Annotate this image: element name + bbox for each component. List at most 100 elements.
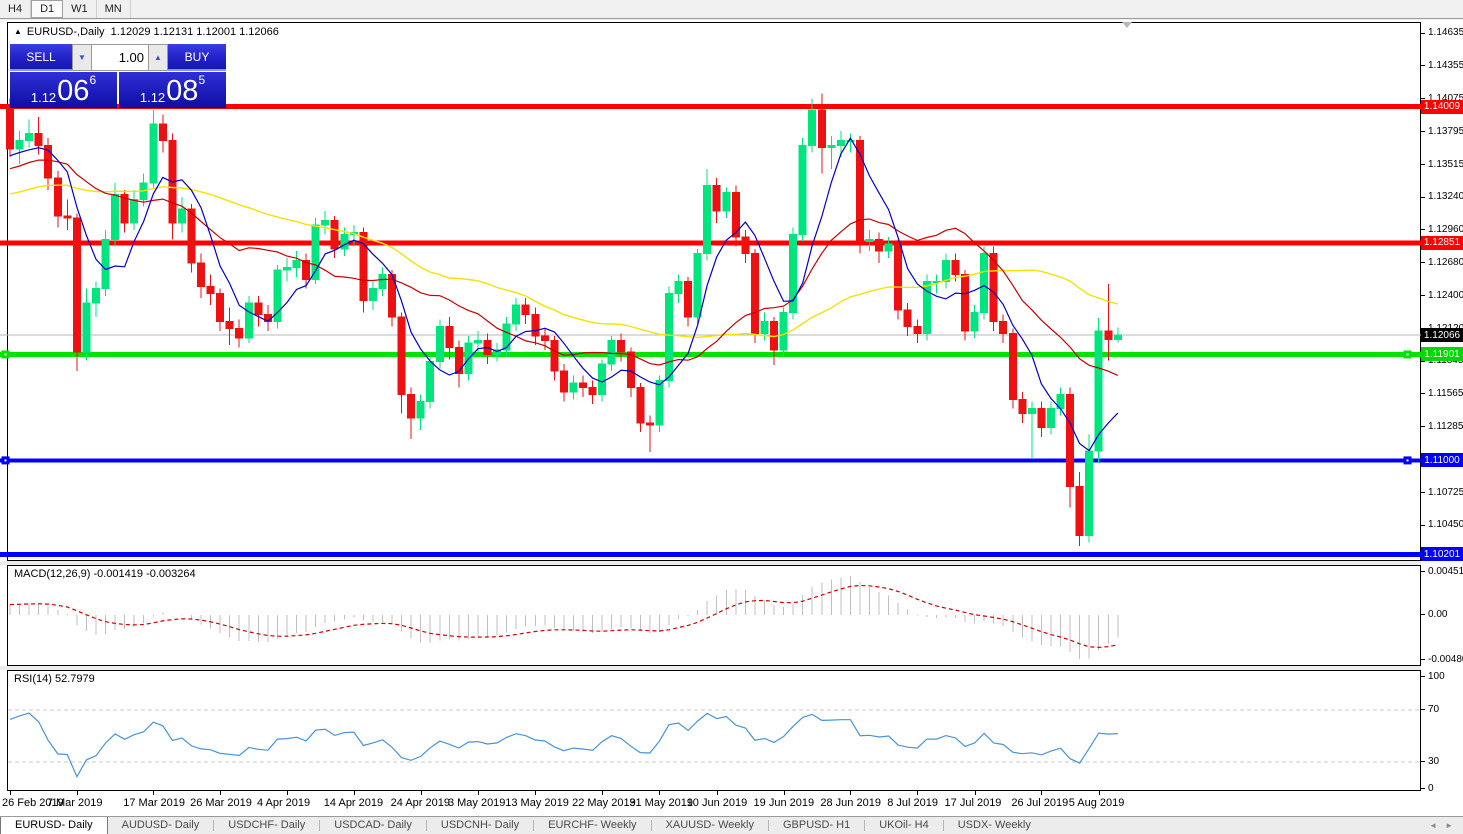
candle-up (922, 281, 931, 334)
candle-up (703, 184, 712, 254)
candle-down (330, 220, 339, 250)
date-tick-mark (353, 791, 355, 795)
timeframe-button-w1[interactable]: W1 (63, 0, 97, 18)
tab-eurusd-daily[interactable]: EURUSD- Daily (0, 817, 108, 834)
price-tick-label: 1.10450 (1428, 519, 1463, 531)
tab-scroll-right-icon[interactable]: ► (1445, 821, 1453, 830)
candle-up (493, 349, 502, 356)
date-tick-label: 31 May 2019 (629, 797, 693, 809)
chevron-up-icon: ▲ (154, 53, 162, 62)
buy-price-prefix: 1.12 (139, 90, 166, 105)
candle-down (72, 217, 81, 353)
tab-eurchf-weekly[interactable]: EURCHF- Weekly (548, 819, 637, 831)
tab-usdcad-daily[interactable]: USDCAD- Daily (334, 819, 412, 831)
date-tick-mark (783, 791, 785, 795)
candle-up (722, 191, 731, 212)
tab-gbpusd-h1[interactable]: GBPUSD- H1 (782, 819, 851, 831)
candle-up (1094, 330, 1103, 452)
candle-down (617, 339, 626, 353)
candle-up (827, 144, 836, 149)
candle-up (1085, 450, 1094, 537)
tab-ukoil-h4[interactable]: UKOil- H4 (879, 819, 929, 831)
macd-pane-border (7, 565, 1421, 666)
buy-price-main: 08 (166, 75, 199, 107)
candle-up (789, 234, 798, 313)
candle-down (913, 325, 922, 334)
candle-up (760, 321, 769, 334)
candle-up (941, 260, 950, 283)
candle-down (302, 260, 311, 280)
candle-up (502, 323, 511, 351)
price-chart-pane[interactable] (0, 22, 1421, 561)
candle-up (426, 361, 435, 403)
chart-shift-marker[interactable] (1122, 22, 1132, 28)
candle-up (15, 140, 24, 150)
volume-decrease-button[interactable]: ▼ (72, 44, 92, 71)
rsi-pane[interactable] (0, 670, 1421, 791)
date-tick-mark (220, 791, 222, 795)
candle-down (445, 325, 454, 349)
timeframe-button-mn[interactable]: MN (97, 0, 131, 18)
tab-audusd-daily[interactable]: AUDUSD- Daily (121, 819, 200, 831)
tab-usdchf-daily[interactable]: USDCHF- Daily (228, 819, 306, 831)
rsi-line (9, 712, 1118, 779)
date-axis[interactable]: 26 Feb 2019 7 Mar 2019 17 Mar 2019 26 Mar 2… (0, 791, 1421, 816)
macd-pane[interactable] (0, 565, 1421, 666)
tab-scroll-left-icon[interactable]: ◄ (1429, 821, 1438, 830)
panel-collapse-icon[interactable]: ▲ (14, 27, 22, 36)
sell-price-button[interactable]: 1.12 06 6 (10, 72, 117, 108)
candle-down (961, 274, 969, 332)
candle-down (397, 316, 406, 396)
pane-separator[interactable] (0, 666, 1421, 670)
timeframe-button-d1[interactable]: D1 (31, 0, 64, 18)
rsi-axis-label: 0 (1428, 783, 1434, 794)
date-tick-mark (917, 791, 919, 795)
candle-down (187, 208, 196, 264)
price-tick-mark (1421, 164, 1425, 166)
volume-input[interactable]: 1.00 (92, 44, 148, 71)
date-tick-label: 14 Apr 2019 (323, 797, 384, 809)
macd-tick-mark (1421, 571, 1425, 572)
tab-usdx-weekly[interactable]: USDX- Weekly (957, 819, 1031, 831)
volume-increase-button[interactable]: ▲ (148, 44, 168, 71)
buy-price-button[interactable]: 1.12 08 5 (119, 72, 226, 108)
candle-up (101, 238, 110, 290)
candle-down (817, 109, 826, 149)
candle-up (980, 252, 989, 313)
timeframe-button-h4[interactable]: H4 (0, 0, 32, 18)
candle-up (82, 302, 91, 353)
candle-down (989, 252, 998, 323)
date-tick-label: 19 Jun 2019 (753, 797, 815, 809)
tab-xauusd-weekly[interactable]: XAUUSD- Weekly (665, 819, 754, 831)
candle-down (53, 177, 62, 217)
price-axis[interactable]: 1.14635 1.14355 1.14075 1.13795 1.13515 1.132… (1421, 20, 1463, 794)
date-tick-label: 24 Apr 2019 (390, 797, 450, 809)
date-tick-label: 10 Jun 2019 (686, 797, 748, 809)
candle-up (130, 198, 139, 224)
buy-button[interactable]: BUY (168, 44, 226, 71)
candle-down (588, 387, 597, 396)
candle-up (512, 304, 521, 325)
candle-up (846, 140, 855, 143)
candle-up (1027, 408, 1036, 414)
candle-down (550, 339, 559, 372)
candle-down (951, 260, 960, 276)
price-tick-label: 1.14635 (1428, 27, 1463, 38)
pane-separator[interactable] (0, 561, 1421, 565)
sell-button[interactable]: SELL (10, 44, 72, 71)
price-tick-label: 1.13240 (1428, 191, 1463, 203)
candle-up (244, 302, 253, 339)
candle-down (521, 304, 530, 316)
date-tick-mark (1098, 791, 1100, 795)
candle-down (731, 191, 740, 238)
macd-axis-label: 0.00 (1428, 609, 1448, 620)
date-tick-mark (602, 791, 604, 795)
tab-divider (864, 820, 866, 831)
rsi-pane-border (7, 670, 1421, 791)
candle-down (559, 370, 568, 393)
date-tick-mark (420, 791, 422, 795)
price-tick-mark (1421, 393, 1425, 395)
candle-up (177, 208, 186, 224)
tab-usdcnh-daily[interactable]: USDCNH- Daily (440, 819, 520, 831)
